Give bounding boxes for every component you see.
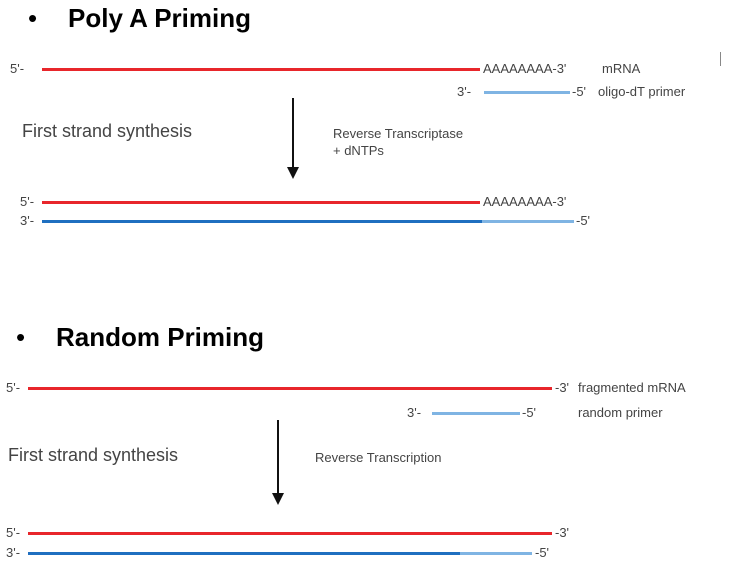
primer-5-prime-label: -5'	[572, 84, 587, 99]
result2-primer-strand	[460, 552, 532, 555]
dntps-label: + dNTPs	[333, 143, 384, 158]
result2-top-5-prime-label: 5'-	[6, 525, 21, 540]
edge-mark	[720, 52, 721, 66]
poly-a-priming-heading: Poly A Priming	[68, 3, 251, 33]
down-arrow-icon-2	[272, 493, 284, 505]
oligo-dt-primer-strand	[484, 91, 570, 94]
random-priming-heading: Random Priming	[56, 322, 265, 352]
first-strand-synthesis-label: First strand synthesis	[22, 121, 193, 141]
result-bottom-3-prime-label: 3'-	[20, 213, 35, 228]
first-strand-synthesis-label-2: First strand synthesis	[8, 445, 179, 465]
result-top-5-prime-label: 5'-	[20, 194, 35, 209]
mrna-strand	[42, 68, 480, 71]
random-primer-strand	[432, 412, 520, 415]
result-bottom-5-prime-label: -5'	[576, 213, 591, 228]
result-mrna-strand	[42, 201, 480, 204]
random-primer-label: random primer	[578, 405, 663, 420]
fragmented-mrna-label: fragmented mRNA	[578, 380, 686, 395]
reverse-transcription-label: Reverse Transcription	[315, 450, 442, 465]
result2-bottom-3-prime-label: 3'-	[6, 545, 21, 560]
result2-bottom-5-prime-label: -5'	[535, 545, 550, 560]
down-arrow-shaft	[292, 98, 294, 168]
fragment-5-prime-label: 5'-	[6, 380, 21, 395]
reverse-transcriptase-label: Reverse Transcriptase	[333, 126, 464, 141]
result-cdna-strand	[42, 220, 482, 223]
result2-mrna-strand	[28, 532, 552, 535]
result-primer-strand	[482, 220, 574, 223]
result-poly-a-tail-label: AAAAAAAA-3'	[483, 194, 567, 209]
bullet-random: •	[16, 322, 26, 352]
fragmented-mrna-strand	[28, 387, 552, 390]
result2-top-3-prime-label: -3'	[555, 525, 570, 540]
down-arrow-icon	[287, 167, 299, 179]
mrna-label: mRNA	[602, 61, 641, 76]
poly-a-tail-label: AAAAAAAA-3'	[483, 61, 567, 76]
random-primer-3-prime-label: 3'-	[407, 405, 422, 420]
down-arrow-shaft-2	[277, 420, 279, 494]
fragment-3-prime-label: -3'	[555, 380, 570, 395]
bullet-poly-a: •	[28, 3, 38, 33]
primer-3-prime-label: 3'-	[457, 84, 472, 99]
oligo-dt-primer-label: oligo-dT primer	[598, 84, 686, 99]
mrna-5-prime-label: 5'-	[10, 61, 25, 76]
random-primer-5-prime-label: -5'	[522, 405, 537, 420]
result2-cdna-strand	[28, 552, 460, 555]
